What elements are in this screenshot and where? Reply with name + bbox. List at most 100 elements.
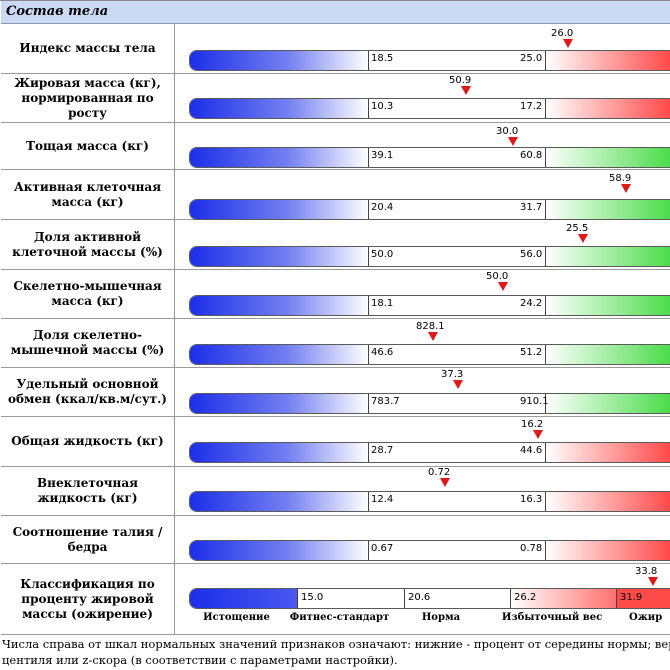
norm-low-value: 10.3 bbox=[371, 101, 394, 112]
overweight-segment: 26.2 bbox=[510, 589, 616, 608]
norm-segment bbox=[368, 51, 545, 70]
norm-scale-bar: 28.7 44.6 bbox=[189, 442, 670, 463]
indicator-row: Доля активной клеточной массы (%) 50.0 56.… bbox=[1, 173, 670, 270]
indicator-row: Скелетно-мышечная масса (кг) 18.1 24.2 25.5 bbox=[1, 223, 670, 319]
norm-segment bbox=[368, 148, 545, 167]
fitness-segment: 15.0 bbox=[297, 589, 404, 608]
norm-high-value: 910.1 bbox=[520, 396, 549, 407]
norm-high-value: 25.0 bbox=[520, 53, 543, 64]
norm-high-value: 51.2 bbox=[520, 347, 543, 358]
value-marker-icon bbox=[621, 184, 631, 193]
value-marker-icon bbox=[453, 380, 463, 389]
norm-low-value: 12.4 bbox=[371, 494, 394, 505]
category-label: Избыточный вес bbox=[501, 612, 603, 623]
category-label: Фитнес-стандарт bbox=[289, 612, 390, 623]
scale-area: 28.7 44.6 37.3 bbox=[176, 369, 670, 466]
depletion-segment bbox=[190, 589, 297, 608]
category-label: Ожир bbox=[629, 612, 663, 623]
norm-scale-bar: 18.5 25.0 bbox=[189, 50, 670, 71]
classification-row: Классификация по проценту жировой массы … bbox=[1, 564, 670, 635]
below-norm-segment bbox=[190, 394, 368, 413]
scale-area: 18.1 24.2 25.5 bbox=[176, 223, 670, 318]
indicator-label: Индекс массы тела bbox=[1, 24, 175, 73]
scale-area: 0.67 0.78 0.72 bbox=[176, 467, 670, 563]
above-norm-segment bbox=[545, 200, 670, 219]
norm-low-value: 28.7 bbox=[371, 445, 394, 456]
norm-segment bbox=[368, 541, 545, 560]
norm-scale-bar: 12.4 16.3 bbox=[189, 491, 670, 512]
below-norm-segment bbox=[190, 541, 368, 560]
norm-scale-bar: 0.67 0.78 bbox=[189, 540, 670, 561]
indicator-label: Удельный основной обмен (ккал/кв.м/сут.) bbox=[1, 368, 175, 416]
indicator-label: Активная клеточная масса (кг) bbox=[1, 170, 175, 219]
scale-area: 783.7 910.1 828.1 bbox=[176, 321, 670, 416]
norm-high-value: 0.78 bbox=[520, 543, 543, 554]
value-label: 0.72 bbox=[428, 467, 451, 478]
value-marker-icon bbox=[648, 577, 658, 586]
value-label: 25.5 bbox=[566, 223, 589, 234]
below-norm-segment bbox=[190, 247, 368, 266]
above-norm-segment bbox=[545, 541, 670, 560]
value-label: 26.0 bbox=[551, 28, 574, 39]
below-norm-segment bbox=[190, 51, 368, 70]
section-title: Состав тела bbox=[6, 4, 109, 19]
norm-high-value: 31.7 bbox=[520, 202, 543, 213]
value-label: 37.3 bbox=[441, 369, 464, 380]
value-marker-icon bbox=[533, 430, 543, 439]
indicator-row: Внеклеточная жидкость (кг) 12.4 16.3 16.2 bbox=[1, 419, 670, 516]
norm-high-value: 44.6 bbox=[520, 445, 543, 456]
top-border bbox=[0, 0, 670, 1]
footer-line-2: центиля или z-скора (в соответствии с па… bbox=[2, 653, 398, 667]
value-marker-icon bbox=[508, 137, 518, 146]
value-marker-icon bbox=[428, 332, 438, 341]
above-norm-segment bbox=[545, 51, 670, 70]
below-norm-segment bbox=[190, 492, 368, 511]
below-norm-segment bbox=[190, 296, 368, 315]
norm-scale-bar: 20.4 31.7 bbox=[189, 199, 670, 220]
above-norm-segment bbox=[545, 148, 670, 167]
scale-area: 50.0 56.0 58.9 bbox=[176, 173, 670, 269]
value-marker-icon bbox=[563, 39, 573, 48]
classification-label: Классификация по проценту жировой массы … bbox=[1, 564, 175, 634]
scale-area: 46.6 51.2 50.0 bbox=[176, 271, 670, 367]
value-marker-icon bbox=[461, 86, 471, 95]
indicator-label: Жировая масса (кг), нормированная по рос… bbox=[1, 74, 175, 122]
threshold-value: 15.0 bbox=[301, 592, 324, 603]
category-label: Истощение bbox=[203, 612, 270, 623]
norm-low-value: 0.67 bbox=[371, 543, 394, 554]
norm-segment bbox=[368, 200, 545, 219]
indicator-row: Активная клеточная масса (кг) 20.4 31.7 30.… bbox=[1, 126, 670, 220]
norm-scale-bar: 39.1 60.8 bbox=[189, 147, 670, 168]
obesity-segment: 31.9 bbox=[616, 589, 670, 608]
norm-segment bbox=[368, 247, 545, 266]
norm-segment bbox=[368, 443, 545, 462]
indicator-row: Тощая масса (кг) 39.1 60.8 50.9 bbox=[1, 75, 670, 170]
section-header: Состав тела bbox=[1, 1, 670, 24]
below-norm-segment bbox=[190, 148, 368, 167]
threshold-value: 31.9 bbox=[620, 592, 643, 603]
norm-high-value: 16.3 bbox=[520, 494, 543, 505]
norm-low-value: 46.6 bbox=[371, 347, 394, 358]
indicator-row: Соотношение талия / бедра 0.67 0.78 0.72 bbox=[1, 467, 670, 564]
norm-high-value: 24.2 bbox=[520, 298, 543, 309]
norm-segment bbox=[368, 492, 545, 511]
indicator-row: Удельный основной обмен (ккал/кв.м/сут.)… bbox=[1, 321, 670, 417]
norm-scale-bar: 10.3 17.2 bbox=[189, 98, 670, 119]
below-norm-segment bbox=[190, 99, 368, 118]
norm-low-value: 18.1 bbox=[371, 298, 394, 309]
norm-scale-bar: 46.6 51.2 bbox=[189, 344, 670, 365]
indicator-row: Индекс массы тела 18.5 25.0 26.0 bbox=[1, 24, 670, 74]
norm-segment bbox=[368, 99, 545, 118]
below-norm-segment bbox=[190, 443, 368, 462]
value-label: 50.9 bbox=[449, 75, 472, 86]
footer-line-1: Числа справа от шкал нормальных значений… bbox=[2, 637, 670, 651]
norm-scale-bar: 18.1 24.2 bbox=[189, 295, 670, 316]
below-norm-segment bbox=[190, 345, 368, 364]
above-norm-segment bbox=[545, 345, 670, 364]
value-marker-icon bbox=[578, 234, 588, 243]
norm-low-value: 39.1 bbox=[371, 150, 394, 161]
indicator-row: Общая жидкость (кг) 28.7 44.6 37.3 bbox=[1, 369, 670, 467]
norm-low-value: 783.7 bbox=[371, 396, 400, 407]
indicator-label: Доля скелетно-мышечной массы (%) bbox=[1, 319, 175, 367]
